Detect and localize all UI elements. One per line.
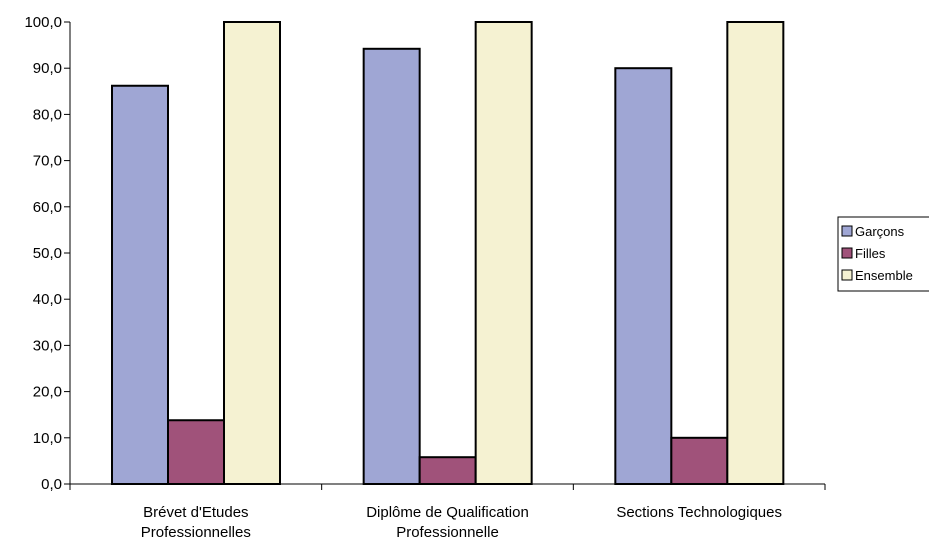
y-tick-label: 60,0 bbox=[33, 199, 62, 216]
legend-swatch-ensemble bbox=[841, 269, 853, 281]
legend-box bbox=[837, 216, 929, 292]
y-axis: 0,0 10,0 20,0 30,0 40,0 50,0 60,0 70,0 80,0 90,0 1… bbox=[24, 14, 71, 493]
y-tick-label: 40,0 bbox=[33, 291, 62, 308]
category-labels: Brévet d'Etudes Professionnelles Diplôme d… bbox=[141, 504, 782, 540]
legend-label: Ensemble bbox=[855, 268, 913, 283]
y-tick-label: 10,0 bbox=[33, 430, 62, 447]
bar-gar-ons-0 bbox=[111, 84, 169, 485]
category-label: Diplôme de Qualification Professionnelle bbox=[366, 504, 529, 540]
bar-filles-2 bbox=[670, 436, 729, 485]
category-label: Sections Technologiques bbox=[616, 504, 782, 521]
bar-ensemble-1 bbox=[474, 21, 533, 485]
bar-gar-ons-2 bbox=[614, 67, 673, 485]
category-label: Brévet d'Etudes Professionnelles bbox=[141, 504, 251, 540]
y-tick-label: 90,0 bbox=[33, 60, 62, 77]
bar-filles-0 bbox=[167, 419, 225, 485]
legend-swatch-filles bbox=[841, 247, 853, 259]
bars bbox=[111, 21, 785, 486]
y-tick-label: 30,0 bbox=[33, 337, 62, 354]
bar-ensemble-2 bbox=[726, 21, 785, 485]
legend-label: Filles bbox=[855, 246, 886, 261]
y-tick-label: 100,0 bbox=[24, 14, 62, 31]
bar-gar-ons-1 bbox=[362, 47, 421, 486]
y-tick-label: 20,0 bbox=[33, 384, 62, 401]
legend-swatch-gar-ons bbox=[841, 225, 853, 237]
y-tick-label: 80,0 bbox=[33, 106, 62, 123]
y-tick-label: 0,0 bbox=[41, 476, 62, 493]
legend-label: Garçons bbox=[855, 224, 905, 239]
legend: Garçons Filles Ensemble bbox=[837, 216, 929, 292]
y-tick-label: 50,0 bbox=[33, 245, 62, 262]
y-tick-label: 70,0 bbox=[33, 153, 62, 170]
bar-ensemble-0 bbox=[223, 21, 281, 485]
bar-filles-1 bbox=[418, 456, 477, 486]
